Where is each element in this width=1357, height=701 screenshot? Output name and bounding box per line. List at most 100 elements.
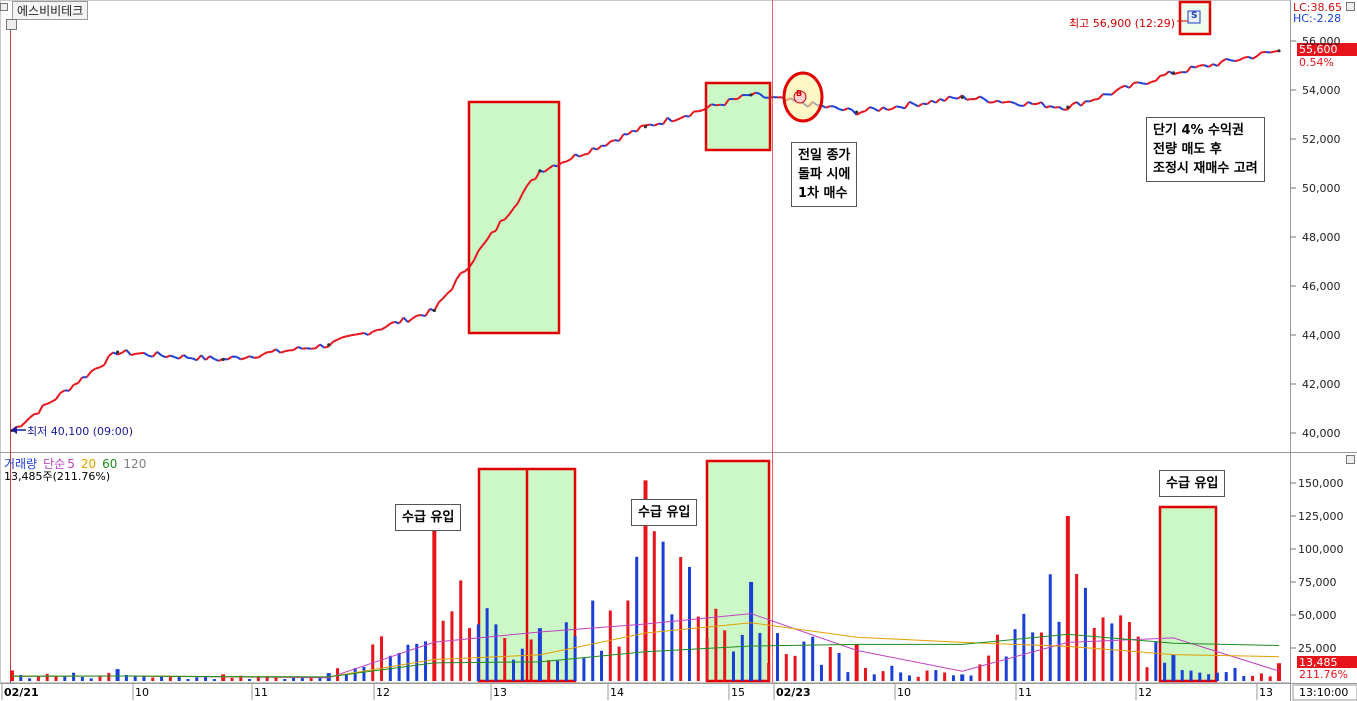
price-segment [359,332,365,335]
price-segment [292,346,299,351]
price-segment [635,125,642,133]
consolidation-highlight-box [704,81,772,152]
volume-bar [186,679,190,681]
volume-bar [45,673,49,681]
price-segment [649,123,655,127]
volume-bar [969,675,973,681]
price-tick-label: 50,000 [1302,182,1341,195]
price-segment [1097,93,1104,100]
price-segment [1089,98,1095,103]
price-segment [997,99,1003,104]
volume-bar [1022,613,1026,681]
price-segment [706,103,713,109]
volume-bar [784,654,788,681]
volume-bar [36,676,40,681]
volume-bar [1207,674,1211,681]
price-segment [1155,75,1161,82]
volume-bar [450,611,454,681]
price-segment [275,348,281,354]
volume-bar [811,636,815,681]
volume-bar [28,678,32,681]
high-price-label: 최고 56,900 (12:29) [1069,17,1176,30]
price-segment [1269,50,1275,54]
price-segment [99,363,105,369]
volume-bar [828,647,832,681]
price-segment [979,95,985,100]
price-segment [596,144,603,151]
price-segment [1252,55,1258,60]
volume-bar [80,677,84,681]
volume-bar [1048,574,1052,681]
volume-bar [916,676,920,681]
price-segment [227,355,233,361]
price-segment [723,98,730,106]
grid-toggle-icon[interactable] [6,19,17,30]
price-segment [548,164,554,170]
price-segment [354,332,360,336]
price-point [1066,105,1070,109]
price-segment [711,103,717,107]
x-tick-label: 14 [610,686,624,699]
volume-bar [687,566,691,681]
volume-bar [670,614,674,681]
price-segment [59,389,66,394]
volume-bar [10,670,14,681]
price-segment [948,95,954,99]
price-segment [1071,101,1078,106]
volume-bar [432,516,437,681]
volume-moving-averages [11,613,1280,679]
price-segment [882,106,888,111]
price-segment [302,347,307,350]
price-segment [1212,63,1218,67]
stock-name-label[interactable]: 에스비비테크 [12,1,89,20]
price-segment [508,207,515,216]
price-segment [666,116,673,123]
price-segment [1216,60,1223,67]
volume-bar [714,608,718,681]
price-segment [473,250,480,261]
price-segment [324,345,330,349]
volume-bar [1189,670,1193,681]
volume-bar [890,665,894,681]
price-segment [592,147,598,151]
volume-bar [1171,654,1176,681]
volume-bar [124,675,128,681]
volume-bar [1242,675,1246,681]
volume-bar [107,672,111,681]
price-segment [284,349,290,353]
x-tick-label: 15 [731,686,745,699]
price-segment [1075,101,1082,107]
hc-label: HC:-2.28 [1293,12,1342,25]
price-segment [943,95,950,102]
volume-bar [846,672,850,681]
price-segment [204,355,211,361]
inflow-annotation-2: 수급 유입 [631,499,698,526]
legend-ma20: 20 [80,457,97,471]
price-segment [579,153,585,158]
panel-menu-icon[interactable] [0,3,8,11]
price-segment [213,358,220,362]
price-panel-options-icon[interactable] [1346,2,1355,11]
price-segment [135,352,140,355]
volume-bar [635,556,639,681]
price-segment [148,354,154,358]
volume-tick-label: 125,000 [1298,510,1344,523]
price-segment [935,98,941,104]
price-segment [367,330,374,336]
price-segment [420,314,426,317]
panel-options-icon[interactable] [1346,455,1355,464]
price-segment [121,349,127,354]
volume-bar [529,639,533,681]
volume-bar [1075,574,1079,681]
price-segment [178,354,185,360]
volume-bar [459,580,463,681]
price-segment [1040,101,1047,109]
price-tick-label: 48,000 [1302,231,1341,244]
price-segment [346,334,351,338]
price-segment [517,193,524,204]
volume-bar [115,669,120,681]
price-segment [1137,81,1143,85]
current-volume-percent: 211.76% [1299,668,1348,681]
price-segment [143,352,149,357]
